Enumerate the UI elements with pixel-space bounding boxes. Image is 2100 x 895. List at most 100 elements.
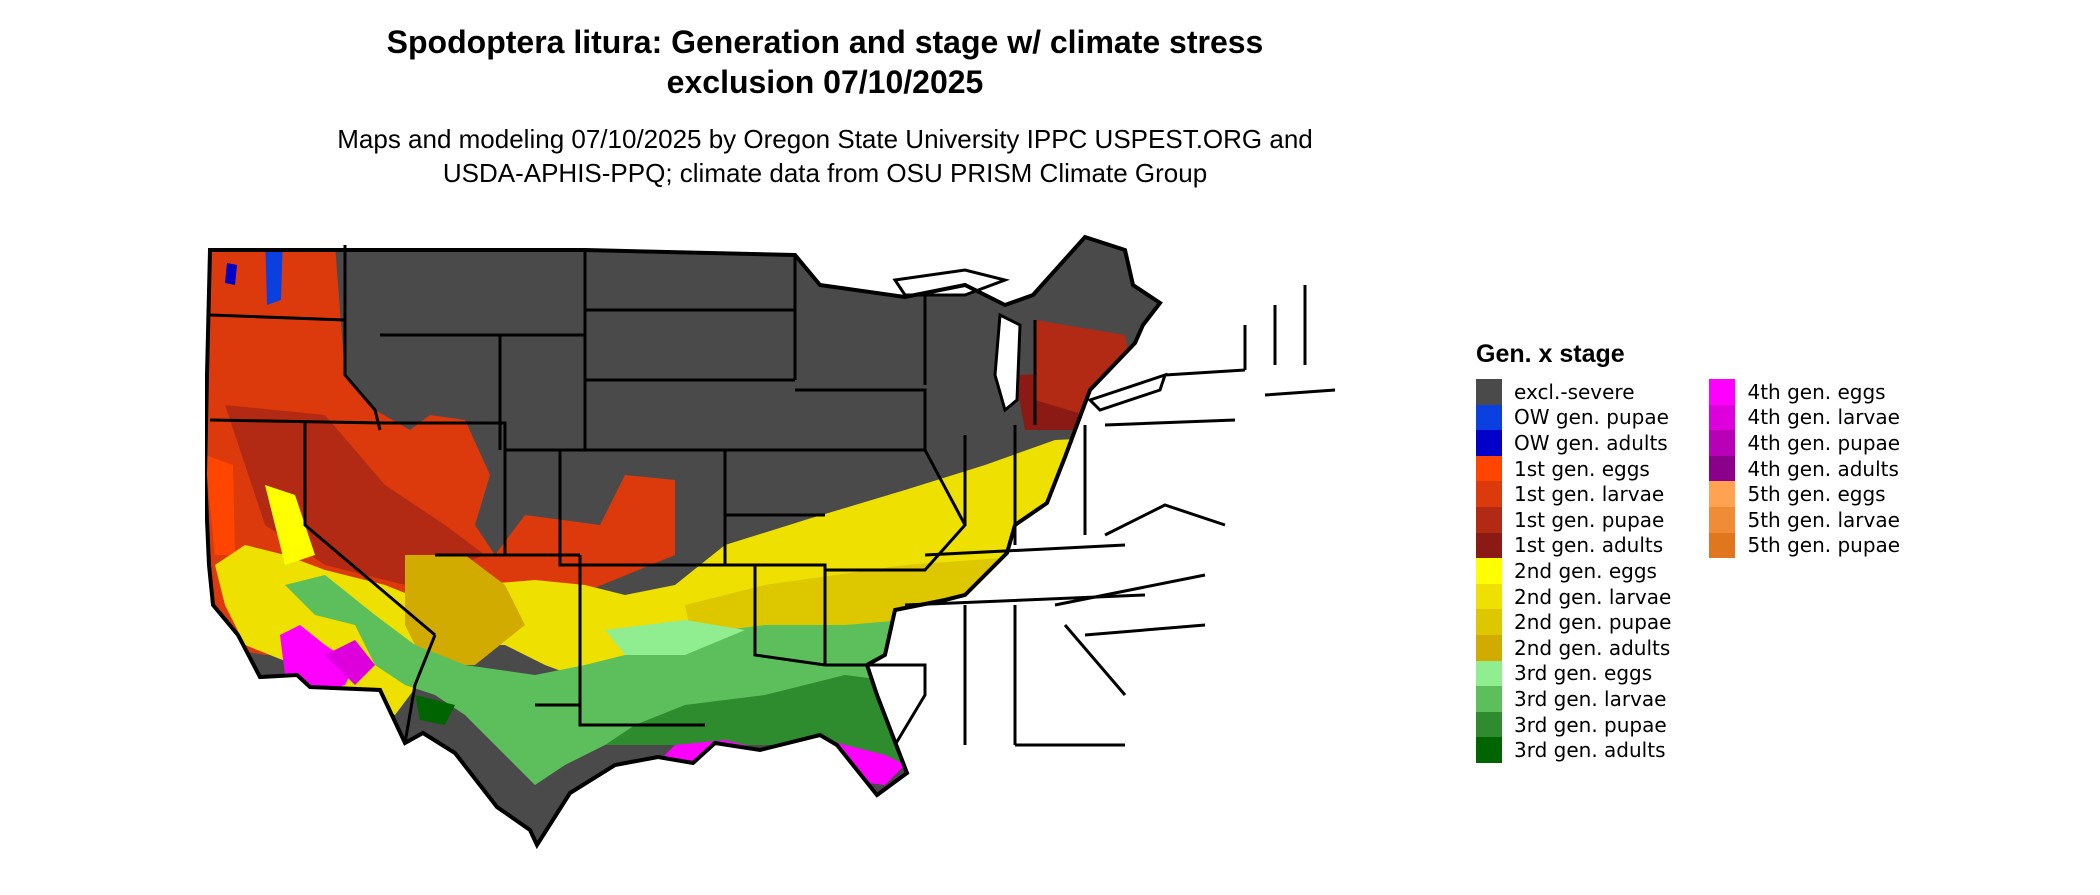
legend-label: excl.-severe [1514, 379, 1635, 404]
lake-erie [1087, 372, 1168, 412]
legend-label: 3rd gen. larvae [1514, 686, 1667, 711]
legend-swatch [1476, 686, 1502, 712]
legend-swatch [1476, 634, 1502, 661]
region-ow-gen-pupae [265, 237, 283, 305]
legend-label: 1st gen. pupae [1514, 507, 1665, 532]
legend-swatch [1709, 379, 1736, 405]
legend-swatch [1709, 404, 1736, 431]
lake-michigan [993, 312, 1022, 413]
legend-item: 5th gen. larvae [1709, 506, 1900, 533]
border-ms-al [963, 605, 1017, 745]
legend-column-1: excl.-severe OW gen. pupae OW gen. adults 1… [1476, 379, 1671, 763]
legend-swatch [1709, 506, 1736, 533]
border-wi-mi [923, 285, 1037, 425]
border-ga-fl [1015, 624, 1127, 747]
legend-item: 2nd gen. larvae [1476, 583, 1672, 610]
border-va-wv [1104, 503, 1226, 537]
border-tn-ky [904, 543, 1146, 607]
border-mn-ia [793, 255, 927, 450]
legend-label: OW gen. pupae [1514, 405, 1669, 430]
legend-swatch [1476, 455, 1502, 482]
legend-item: 3rd gen. pupae [1476, 711, 1671, 738]
legend-item: 4th gen. pupae [1709, 430, 1900, 456]
legend-swatch [1476, 711, 1502, 738]
region-1st-gen-eggs-coast [205, 455, 235, 555]
border-az-west [403, 634, 437, 744]
legend-item: 4th gen. larvae [1709, 404, 1900, 431]
border-sc-nc [1054, 573, 1206, 637]
border-nv [303, 423, 436, 637]
legend-swatch [1476, 379, 1502, 405]
legend-item: 2nd gen. adults [1476, 634, 1671, 661]
region-5th-gen-eggs-texas [600, 855, 620, 873]
legend-label: 2nd gen. pupae [1514, 610, 1672, 635]
legend-swatch [1476, 583, 1502, 610]
legend-item: 5th gen. pupae [1709, 532, 1900, 559]
legend-label: OW gen. adults [1514, 430, 1668, 455]
legend-swatch [1476, 532, 1502, 559]
legend-item: excl.-severe [1476, 379, 1671, 405]
legend-swatch [1476, 481, 1502, 507]
legend-swatch [1709, 481, 1736, 507]
legend-item: 3rd gen. larvae [1476, 686, 1671, 712]
legend-item: 4th gen. adults [1709, 455, 1900, 482]
legend: Gen. x stage excl.-severe OW gen. pupae OW… [1476, 340, 1900, 763]
region-3rd-gen-eggs [605, 620, 745, 655]
legend-label: 4th gen. pupae [1747, 430, 1901, 455]
region-3rd-gen-adults [415, 695, 455, 725]
region-ow-gen-adults [225, 263, 237, 285]
legend-column-2: 4th gen. eggs 4th gen. larvae 4th gen. pup… [1709, 379, 1900, 763]
legend-swatch [1709, 532, 1736, 559]
border-or-ca [209, 418, 386, 425]
state-boundaries [209, 245, 1336, 747]
legend-label: 1st gen. eggs [1514, 456, 1650, 481]
legend-swatch [1709, 455, 1736, 482]
legend-label: 1st gen. adults [1514, 533, 1664, 558]
legend-item: 1st gen. adults [1476, 532, 1671, 559]
map-title: Spodoptera litura: Generation and stage … [260, 22, 1390, 102]
legend-label: 5th gen. eggs [1747, 482, 1886, 507]
border-nm-tx [578, 565, 705, 727]
border-pa-ny [1104, 368, 1246, 427]
legend-label: 5th gen. larvae [1747, 507, 1900, 532]
lake-superior [892, 268, 1011, 297]
legend-label: 2nd gen. larvae [1514, 584, 1672, 609]
legend-item: 2nd gen. eggs [1476, 558, 1671, 584]
legend-item: 2nd gen. pupae [1476, 609, 1671, 635]
legend-item: OW gen. adults [1476, 430, 1671, 456]
border-id-west [343, 245, 382, 431]
border-ne-ks [725, 448, 825, 517]
legend-swatch [1476, 737, 1502, 763]
region-4th-gen-eggs-florida [1020, 755, 1080, 845]
map-subtitle-line-2: USDA-APHIS-PPQ; climate data from OSU PR… [442, 158, 1208, 188]
legend-swatch [1476, 430, 1502, 456]
legend-item: 3rd gen. eggs [1476, 660, 1671, 687]
legend-label: 4th gen. adults [1747, 456, 1899, 481]
map-title-line-1: Spodoptera litura: Generation and stage … [386, 24, 1264, 60]
border-ar-la [825, 663, 927, 746]
legend-columns: excl.-severe OW gen. pupae OW gen. adults 1… [1476, 379, 1900, 763]
map-subtitle-line-1: Maps and modeling 07/10/2025 by Oregon S… [337, 124, 1313, 154]
region-1st-gen-pupae-appalachia [1215, 450, 1280, 525]
region-4th-gen-pupae-texas [625, 815, 665, 845]
legend-swatch [1709, 430, 1736, 456]
legend-label: 2nd gen. eggs [1514, 558, 1657, 583]
region-4th-gen-larvae-arizona [325, 640, 375, 685]
legend-label: 1st gen. larvae [1514, 482, 1665, 507]
border-ok [725, 563, 827, 667]
legend-swatch [1476, 660, 1502, 687]
legend-label: 3rd gen. eggs [1514, 661, 1653, 686]
generation-stage-regions [205, 237, 1280, 895]
map-title-line-2: exclusion 07/10/2025 [666, 64, 984, 100]
great-lakes [892, 268, 1168, 413]
legend-item: 5th gen. eggs [1709, 481, 1900, 507]
legend-swatch [1476, 506, 1502, 533]
border-dakotas [583, 250, 795, 450]
region-5th-gen-larvae-florida [1055, 875, 1080, 895]
map-subtitle: Maps and modeling 07/10/2025 by Oregon S… [260, 122, 1390, 190]
legend-title: Gen. x stage [1476, 340, 1625, 368]
legend-swatch [1476, 609, 1502, 635]
legend-swatch [1476, 558, 1502, 584]
legend-label: 3rd gen. adults [1514, 738, 1666, 763]
legend-item: 3rd gen. adults [1476, 737, 1671, 763]
